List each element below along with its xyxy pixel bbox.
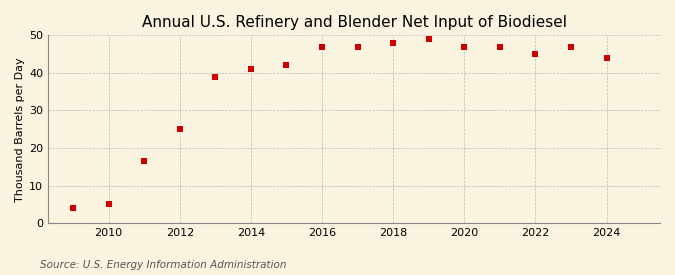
Text: Source: U.S. Energy Information Administration: Source: U.S. Energy Information Administ… <box>40 260 287 270</box>
Point <box>317 44 327 49</box>
Title: Annual U.S. Refinery and Blender Net Input of Biodiesel: Annual U.S. Refinery and Blender Net Inp… <box>142 15 566 30</box>
Point <box>423 37 434 41</box>
Point <box>68 206 78 210</box>
Point <box>352 44 363 49</box>
Point <box>601 56 612 60</box>
Point <box>210 75 221 79</box>
Point <box>566 44 576 49</box>
Point <box>530 52 541 56</box>
Point <box>388 41 399 45</box>
Point <box>495 44 506 49</box>
Point <box>459 44 470 49</box>
Point <box>103 202 114 207</box>
Point <box>139 159 150 163</box>
Point <box>246 67 256 71</box>
Point <box>174 127 185 131</box>
Point <box>281 63 292 68</box>
Y-axis label: Thousand Barrels per Day: Thousand Barrels per Day <box>15 57 25 202</box>
